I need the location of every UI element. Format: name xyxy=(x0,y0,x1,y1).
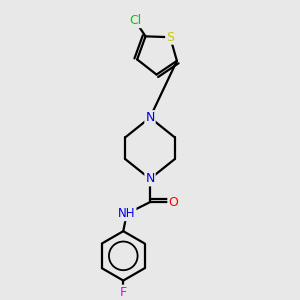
Text: NH: NH xyxy=(118,207,136,220)
Text: F: F xyxy=(120,286,127,299)
Text: N: N xyxy=(145,172,155,185)
Text: N: N xyxy=(145,111,155,124)
Text: Cl: Cl xyxy=(129,14,141,27)
Text: O: O xyxy=(168,196,178,208)
Text: S: S xyxy=(166,31,174,44)
